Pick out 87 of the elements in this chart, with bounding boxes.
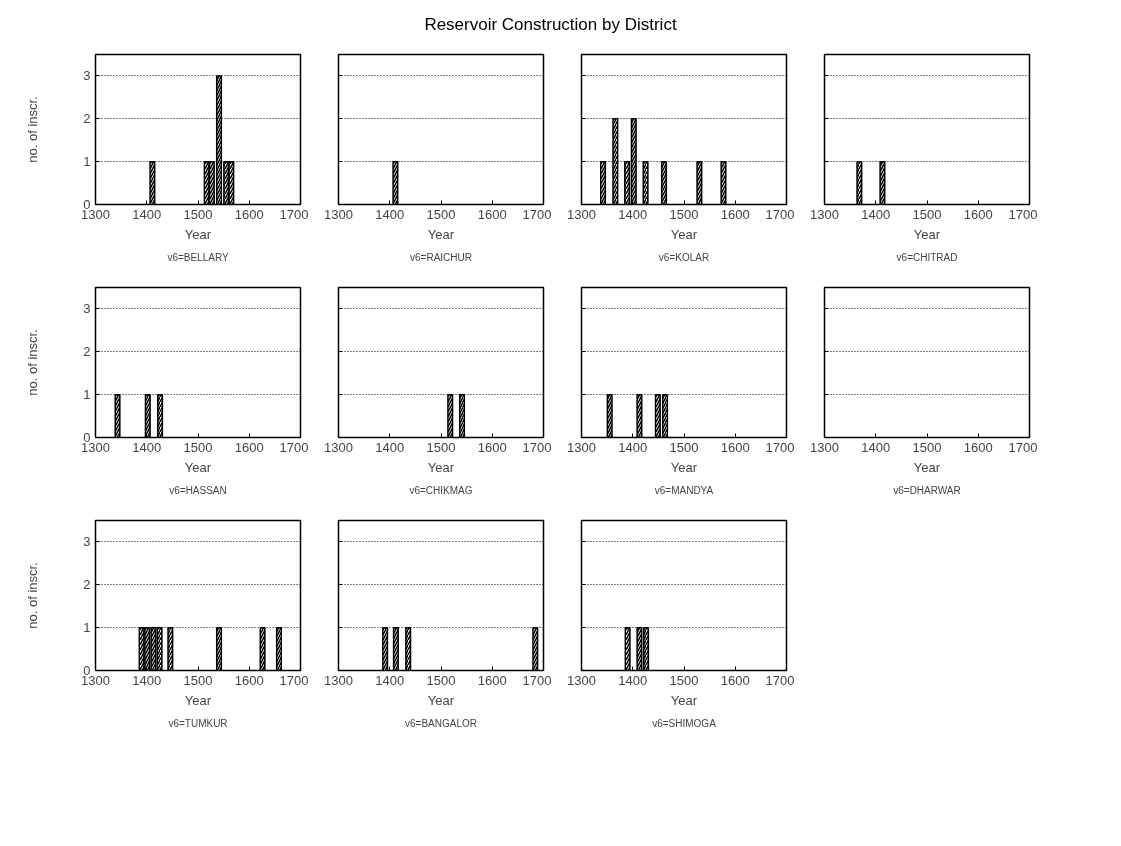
text: v6=SHIMOGA <box>652 717 717 729</box>
x-tick-label: 1300 <box>324 672 353 688</box>
x-tick-label: 1400 <box>375 672 405 688</box>
x-tick-label: 1400 <box>861 206 891 222</box>
y-tick-label: 2 <box>83 577 91 593</box>
x-axis-title: Year <box>913 459 941 475</box>
x-tick-label: 1400 <box>132 439 162 455</box>
x-tick-label: 1400 <box>618 439 648 455</box>
y-tick-label: 1 <box>83 387 91 403</box>
x-tick-label: 1300 <box>324 439 353 455</box>
x-tick-label: 1700 <box>765 439 795 455</box>
x-axis-title: Year <box>184 692 212 708</box>
x-tick-label: 1700 <box>1008 206 1038 222</box>
y-tick-label: 3 <box>83 301 91 317</box>
y-axis-title: no. of inscr. <box>25 562 41 629</box>
x-tick-label: 1300 <box>567 206 596 222</box>
x-tick-label: 1600 <box>477 439 507 455</box>
x-tick-label: 1500 <box>669 439 699 455</box>
x-tick-label: 1400 <box>618 206 648 222</box>
x-tick-label: 1300 <box>567 672 596 688</box>
x-axis-title: Year <box>427 459 455 475</box>
x-tick-label: 1700 <box>765 672 795 688</box>
x-tick-label: 1500 <box>426 672 456 688</box>
y-axis-title: no. of inscr. <box>25 329 41 396</box>
x-tick-label: 1400 <box>132 206 162 222</box>
x-axis-title: Year <box>913 226 941 242</box>
x-tick-label: 1500 <box>183 672 213 688</box>
x-tick-label: 1700 <box>279 439 309 455</box>
x-tick-label: 1600 <box>234 672 264 688</box>
x-tick-label: 1500 <box>669 672 699 688</box>
x-tick-label: 1500 <box>183 206 213 222</box>
y-tick-label: 1 <box>83 154 91 170</box>
x-tick-label: 1600 <box>477 672 507 688</box>
x-tick-label: 1700 <box>279 206 309 222</box>
x-tick-label: 1600 <box>720 206 750 222</box>
text: v6=BELLARY <box>167 251 229 263</box>
x-tick-label: 1600 <box>234 206 264 222</box>
x-tick-label: 1400 <box>375 439 405 455</box>
x-tick-label: 1600 <box>477 206 507 222</box>
x-tick-label: 1700 <box>279 672 309 688</box>
text: Reservoir Construction by District <box>424 14 677 34</box>
x-axis-title: Year <box>427 692 455 708</box>
x-tick-label: 1600 <box>720 672 750 688</box>
x-tick-label: 1300 <box>324 206 353 222</box>
y-tick-label: 1 <box>83 620 91 636</box>
x-tick-label: 1300 <box>567 439 596 455</box>
x-tick-label: 1500 <box>426 206 456 222</box>
x-tick-label: 1600 <box>963 439 993 455</box>
y-tick-label: 3 <box>83 68 91 84</box>
y-axis-title: no. of inscr. <box>25 96 41 163</box>
text: v6=RAICHUR <box>410 251 472 263</box>
text: v6=TUMKUR <box>168 717 228 729</box>
x-tick-label: 1400 <box>861 439 891 455</box>
y-tick-label: 3 <box>83 534 91 550</box>
x-tick-label: 1600 <box>234 439 264 455</box>
x-tick-label: 1700 <box>765 206 795 222</box>
text: v6=BANGALOR <box>405 717 477 729</box>
x-axis-title: Year <box>427 226 455 242</box>
text: v6=KOLAR <box>658 251 710 263</box>
text: v6=DHARWAR <box>893 484 961 496</box>
y-tick-label: 2 <box>83 344 91 360</box>
x-tick-label: 1700 <box>522 439 552 455</box>
text: v6=MANDYA <box>654 484 714 496</box>
x-tick-label: 1400 <box>375 206 405 222</box>
x-tick-label: 1700 <box>1008 439 1038 455</box>
x-tick-label: 1600 <box>963 206 993 222</box>
x-tick-label: 1400 <box>618 672 648 688</box>
x-tick-label: 1700 <box>522 206 552 222</box>
x-tick-label: 1500 <box>912 439 942 455</box>
x-axis-title: Year <box>184 459 212 475</box>
x-axis-title: Year <box>670 226 698 242</box>
x-tick-label: 1700 <box>522 672 552 688</box>
text: v6=CHIKMAG <box>409 484 473 496</box>
x-axis-title: Year <box>184 226 212 242</box>
x-tick-label: 1300 <box>810 439 839 455</box>
y-tick-label: 2 <box>83 111 91 127</box>
x-axis-title: Year <box>670 692 698 708</box>
x-tick-label: 1300 <box>810 206 839 222</box>
x-tick-label: 1400 <box>132 672 162 688</box>
x-tick-label: 1500 <box>183 439 213 455</box>
x-tick-label: 1500 <box>669 206 699 222</box>
text: v6=CHITRAD <box>896 251 958 263</box>
x-axis-title: Year <box>670 459 698 475</box>
x-tick-label: 1600 <box>720 439 750 455</box>
x-tick-label: 1500 <box>912 206 942 222</box>
text: v6=HASSAN <box>169 484 227 496</box>
x-tick-label: 1500 <box>426 439 456 455</box>
